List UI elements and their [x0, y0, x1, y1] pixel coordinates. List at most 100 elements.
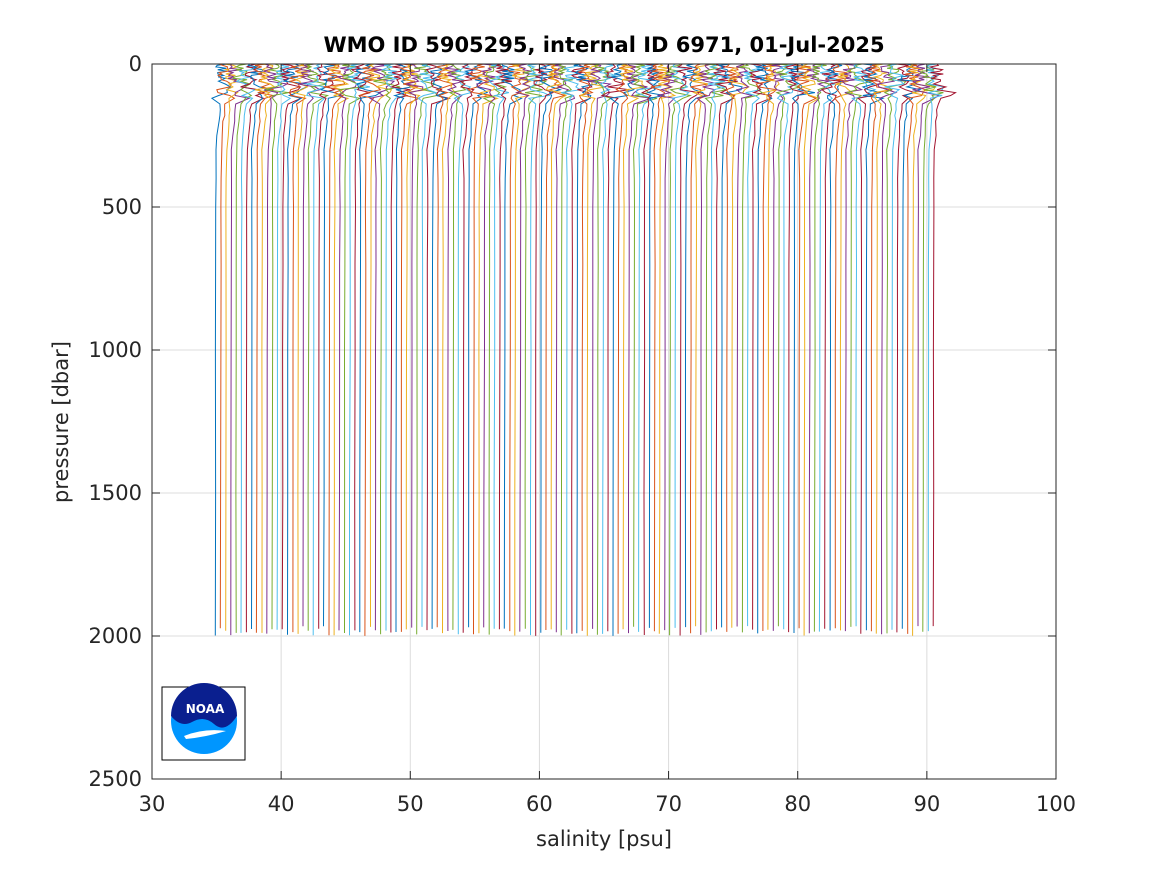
salinity-profile	[671, 63, 690, 628]
salinity-profile	[276, 63, 292, 630]
salinity-profile	[827, 63, 843, 631]
salinity-profile	[380, 63, 406, 631]
x-tick-label: 60	[526, 792, 553, 816]
salinity-profile	[482, 63, 509, 635]
salinity-profile	[818, 63, 837, 632]
salinity-profile	[919, 63, 944, 632]
salinity-profile	[254, 63, 276, 633]
salinity-profile	[280, 63, 303, 630]
salinity-profile	[691, 63, 709, 627]
salinity-profile	[527, 63, 552, 636]
salinity-profile	[561, 63, 582, 630]
salinity-profile	[727, 63, 750, 628]
salinity-profile	[533, 63, 555, 636]
salinity-profile	[883, 63, 907, 634]
x-tick-label: 90	[913, 792, 940, 816]
salinity-profile	[577, 63, 594, 631]
salinity-profile	[316, 63, 336, 629]
salinity-profile	[811, 63, 831, 632]
salinity-profile	[262, 63, 289, 634]
salinity-profile	[641, 63, 657, 636]
salinity-profile	[599, 63, 617, 634]
salinity-profile	[748, 63, 772, 630]
salinity-profile	[356, 63, 382, 633]
salinity-profile	[389, 63, 411, 633]
salinity-profile	[856, 63, 881, 634]
salinity-profile	[630, 63, 658, 627]
x-tick-label: 50	[397, 792, 424, 816]
y-tick-label: 1000	[89, 338, 142, 362]
salinity-profile	[846, 63, 873, 627]
salinity-profile	[775, 63, 801, 627]
salinity-profile	[861, 63, 885, 631]
salinity-profile	[319, 63, 343, 627]
y-tick-label: 2500	[89, 767, 142, 791]
logo-sky	[171, 683, 237, 728]
salinity-profile	[573, 63, 600, 634]
salinity-profile	[500, 63, 523, 629]
salinity-profile	[458, 63, 475, 633]
salinity-profile	[337, 63, 365, 634]
salinity-profile	[553, 63, 576, 633]
x-tick-label: 100	[1036, 792, 1076, 816]
salinity-profile	[507, 63, 523, 632]
salinity-profile	[615, 63, 631, 634]
salinity-profile	[453, 63, 473, 635]
salinity-profile	[232, 63, 253, 633]
salinity-profile	[877, 63, 898, 635]
x-tick-label: 40	[268, 792, 295, 816]
salinity-profile	[414, 63, 438, 635]
salinity-profile	[545, 63, 567, 630]
logo-text: NOAA	[186, 702, 225, 716]
tick-marks	[151, 63, 1057, 780]
salinity-profile	[476, 63, 497, 628]
x-tick-label: 30	[139, 792, 166, 816]
salinity-profile	[800, 63, 821, 636]
salinity-profile	[707, 63, 726, 632]
salinity-profile	[477, 63, 499, 634]
chart-title: WMO ID 5905295, internal ID 6971, 01-Jul…	[323, 33, 884, 57]
salinity-profile	[570, 63, 593, 634]
x-tick-label: 80	[784, 792, 811, 816]
salinity-profile	[346, 63, 370, 636]
salinity-profile	[619, 63, 646, 630]
salinity-profile	[635, 63, 662, 632]
salinity-profile	[358, 63, 382, 636]
salinity-profile	[675, 63, 701, 636]
salinity-profile	[288, 63, 307, 633]
y-axis-label: pressure [dbar]	[49, 341, 73, 503]
y-tick-labels: 0 500 1000 1500 2000 2500	[89, 52, 142, 791]
salinity-profile	[657, 63, 678, 631]
axes-box	[151, 63, 1057, 780]
salinity-profile	[291, 63, 310, 634]
salinity-profile	[682, 63, 706, 628]
salinity-profile	[305, 63, 330, 631]
y-tick-label: 500	[102, 195, 142, 219]
salinity-profile	[911, 63, 941, 627]
salinity-profile	[646, 63, 665, 628]
salinity-profile	[650, 63, 671, 632]
salinity-profile	[523, 63, 548, 629]
salinity-profile	[666, 63, 693, 636]
salinity-profile	[545, 63, 567, 631]
x-tick-label: 70	[655, 792, 682, 816]
salinity-profile	[350, 63, 371, 631]
salinity-profile	[832, 63, 849, 629]
salinity-profile	[898, 63, 922, 629]
salinity-profile	[895, 63, 917, 633]
salinity-profile	[723, 63, 739, 632]
salinity-profile	[254, 63, 276, 633]
salinity-profile	[392, 63, 414, 632]
salinity-profile	[688, 63, 709, 634]
profile-lines	[210, 63, 957, 636]
y-tick-label: 2000	[89, 624, 142, 648]
salinity-profile	[336, 63, 357, 631]
salinity-profile	[735, 63, 753, 627]
salinity-profile	[492, 63, 513, 630]
salinity-profile	[867, 63, 893, 632]
salinity-profile	[297, 63, 322, 627]
salinity-profile	[435, 63, 456, 628]
salinity-profile	[216, 63, 236, 629]
salinity-profile	[771, 63, 791, 631]
